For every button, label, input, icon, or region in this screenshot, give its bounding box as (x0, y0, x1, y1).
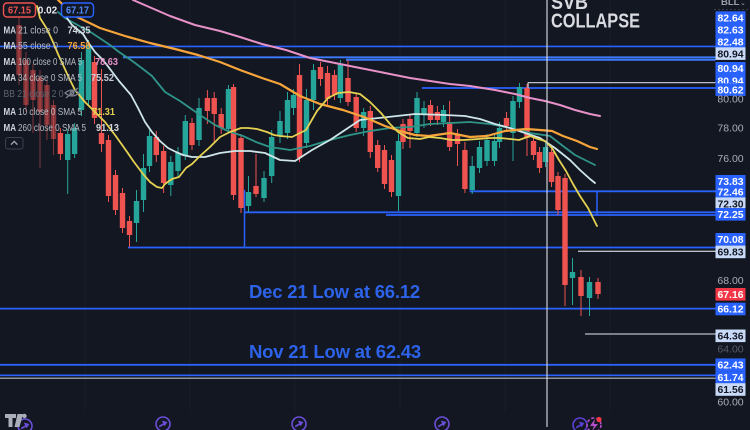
svg-text:78.00: 78.00 (717, 123, 743, 135)
svg-text:MA: MA (4, 122, 17, 134)
svg-text:260 close 0 SMA 5: 260 close 0 SMA 5 (18, 123, 86, 134)
svg-text:67.16: 67.16 (718, 289, 744, 301)
svg-text:82.63: 82.63 (718, 24, 744, 36)
svg-text:71.31: 71.31 (92, 106, 115, 118)
svg-text:67.15: 67.15 (8, 6, 31, 17)
svg-text:MA: MA (4, 40, 17, 52)
svg-text:82.48: 82.48 (718, 36, 744, 48)
svg-text:72.30: 72.30 (718, 198, 744, 210)
svg-text:MA: MA (4, 72, 17, 84)
svg-text:67.17: 67.17 (66, 6, 89, 17)
svg-text:⌄: ⌄ (740, 0, 746, 7)
svg-text:80.94: 80.94 (718, 48, 744, 60)
svg-text:21 close 0: 21 close 0 (18, 25, 58, 36)
svg-text:61.56: 61.56 (718, 384, 744, 396)
svg-text:74.35: 74.35 (68, 24, 91, 36)
svg-text:10 close 0 SMA 5: 10 close 0 SMA 5 (18, 107, 82, 118)
svg-text:MA: MA (4, 24, 17, 36)
svg-text:55 close 0: 55 close 0 (18, 41, 58, 52)
svg-text:66.12: 66.12 (718, 304, 744, 316)
svg-text:72.25: 72.25 (718, 209, 744, 221)
svg-text:78.63: 78.63 (95, 56, 118, 68)
svg-text:BB 21 close 2 0: BB 21 close 2 0 (4, 89, 64, 100)
svg-text:Nov 21 Low at 62.43: Nov 21 Low at 62.43 (249, 341, 421, 362)
svg-text:64.36: 64.36 (718, 331, 744, 343)
svg-text:Dec 21 Low at 66.12: Dec 21 Low at 66.12 (249, 281, 420, 302)
svg-text:69.83: 69.83 (718, 247, 744, 259)
svg-text:91.13: 91.13 (96, 122, 119, 134)
svg-text:76.58: 76.58 (68, 40, 91, 52)
svg-text:64.00: 64.00 (717, 343, 743, 355)
svg-text:MA: MA (4, 106, 17, 118)
svg-text:62.43: 62.43 (718, 359, 744, 371)
svg-text:MA: MA (4, 56, 17, 68)
svg-text:BLL: BLL (721, 0, 740, 8)
svg-text:73.83: 73.83 (718, 176, 744, 188)
svg-text:82.64: 82.64 (718, 12, 744, 24)
svg-text:80.94: 80.94 (718, 63, 744, 75)
svg-text:60.00: 60.00 (717, 396, 743, 408)
svg-text:80.00: 80.00 (717, 93, 743, 105)
svg-text:SVB: SVB (551, 0, 588, 14)
svg-text:72.46: 72.46 (718, 186, 744, 198)
svg-text:68.00: 68.00 (717, 275, 743, 287)
svg-text:70.08: 70.08 (718, 234, 744, 246)
svg-text:100 close 0 SMA 5: 100 close 0 SMA 5 (18, 57, 82, 68)
svg-text:76.00: 76.00 (717, 153, 743, 165)
svg-text:80.62: 80.62 (718, 84, 744, 96)
svg-text:34 close 0 SMA 5: 34 close 0 SMA 5 (18, 73, 82, 84)
svg-text:61.74: 61.74 (718, 372, 744, 384)
svg-text:75.52: 75.52 (91, 72, 114, 84)
svg-text:COLLAPSE: COLLAPSE (551, 11, 640, 33)
svg-text:0.02: 0.02 (38, 6, 58, 17)
